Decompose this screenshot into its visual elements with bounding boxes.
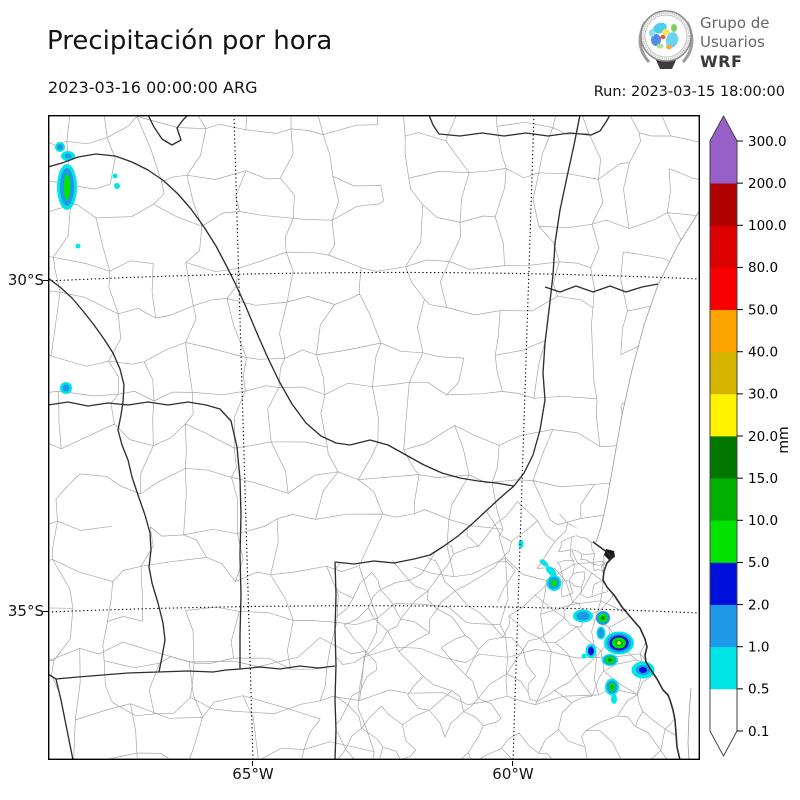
precip-cell bbox=[605, 678, 619, 696]
colorbar-segment bbox=[710, 520, 737, 563]
precip-cell bbox=[518, 540, 524, 548]
lon-label-60w: 60°W bbox=[492, 765, 534, 783]
logo-pedestal bbox=[656, 60, 676, 69]
colorbar-tick-label: 100.0 bbox=[748, 218, 787, 234]
logo-text-line1: Grupo de bbox=[700, 14, 770, 32]
precip-cell bbox=[611, 694, 617, 704]
colorbar-segment bbox=[710, 267, 737, 310]
precip-cell bbox=[61, 151, 75, 161]
lat-label-30s: 30°S bbox=[7, 271, 44, 289]
colorbar-segment bbox=[710, 351, 737, 395]
page-title: Precipitación por hora bbox=[47, 26, 333, 56]
precip-cell bbox=[602, 654, 618, 666]
precip-cell bbox=[114, 183, 120, 189]
colorbar-segment bbox=[710, 478, 737, 521]
uruguay-river-line bbox=[595, 209, 700, 543]
axis-tick-30s bbox=[43, 280, 48, 282]
precip-cell bbox=[604, 631, 634, 655]
colorbar-tick-label: 10.0 bbox=[748, 513, 778, 529]
lon-label-65w: 65°W bbox=[232, 765, 274, 783]
colorbar: 300.0 200.0 100.0 80.0 50.0 40.0 30.0 20.0 15.0 1… bbox=[700, 110, 800, 770]
precip-cell bbox=[55, 142, 65, 152]
province-borders bbox=[48, 115, 659, 760]
colorbar-tick-label: 20.0 bbox=[748, 429, 778, 445]
colorbar-tick-label: 200.0 bbox=[748, 176, 787, 192]
logo-ring-text bbox=[642, 12, 690, 60]
precip-cell bbox=[596, 626, 606, 640]
colorbar-arrow-bottom bbox=[710, 731, 737, 756]
map-border bbox=[48, 115, 700, 760]
valid-time-label: 2023-03-16 00:00:00 ARG bbox=[48, 78, 258, 97]
precip-cell bbox=[545, 566, 557, 576]
precip-cell bbox=[75, 243, 81, 249]
colorbar-tick-label: 300.0 bbox=[748, 134, 787, 150]
water-blank-region bbox=[596, 210, 700, 760]
colorbar-segment bbox=[710, 604, 737, 648]
colorbar-tick-label: 2.0 bbox=[748, 597, 769, 613]
colorbar-unit-label: mm bbox=[776, 426, 792, 453]
axis-tick-35s bbox=[43, 611, 48, 613]
colorbar-arrow-top bbox=[710, 116, 737, 141]
precip-cell bbox=[539, 559, 549, 567]
run-time-label: Run: 2023-03-15 18:00:00 bbox=[593, 84, 785, 100]
gridline-35s bbox=[48, 605, 700, 614]
colorbar-segment bbox=[710, 688, 737, 732]
logo-text-wrf: WRF bbox=[700, 52, 743, 71]
precip-cell bbox=[112, 173, 118, 179]
map-frame bbox=[48, 115, 700, 760]
colorbar-segment bbox=[710, 646, 737, 690]
colorbar-segment bbox=[710, 393, 737, 437]
precip-cell bbox=[60, 382, 72, 394]
colorbar-segment bbox=[710, 225, 737, 268]
axis-tick-65w bbox=[252, 761, 254, 766]
wrf-logo-emblem bbox=[638, 10, 694, 69]
colorbar-segment bbox=[710, 183, 737, 226]
precip-cell bbox=[585, 644, 597, 658]
colorbar-tick-label: 5.0 bbox=[748, 555, 769, 571]
precip-cell bbox=[596, 611, 610, 625]
colorbar-tick-label: 50.0 bbox=[748, 302, 778, 318]
colorbar-segment bbox=[710, 436, 737, 479]
wrf-logo-text: Grupo de Usuarios WRF bbox=[700, 14, 770, 71]
lat-label-35s: 35°S bbox=[7, 602, 44, 620]
colorbar-tick-label: 0.5 bbox=[748, 682, 769, 698]
precip-cell bbox=[573, 609, 593, 623]
atlantic-coastline bbox=[592, 541, 681, 760]
colorbar-segment bbox=[710, 141, 737, 184]
precip-cells bbox=[55, 142, 655, 704]
colorbar-segment bbox=[710, 562, 737, 605]
precip-cell bbox=[546, 575, 562, 591]
colorbar-canvas: 300.0 200.0 100.0 80.0 50.0 40.0 30.0 20.0 15.0 1… bbox=[709, 114, 792, 758]
map-canvas bbox=[48, 115, 700, 760]
graticule bbox=[48, 115, 700, 760]
colorbar-tick-label: 40.0 bbox=[748, 345, 778, 361]
gridline-30s bbox=[48, 271, 700, 282]
colorbar-tick-label: 1.0 bbox=[748, 640, 769, 656]
wrf-logo bbox=[636, 6, 796, 72]
colorbar-tick-label: 15.0 bbox=[748, 471, 778, 487]
cape-coast-line bbox=[687, 687, 692, 760]
colorbar-tick-label: 0.1 bbox=[748, 724, 769, 740]
colorbar-tick-label: 80.0 bbox=[748, 260, 778, 276]
precip-cell bbox=[57, 164, 77, 210]
precip-cell bbox=[581, 653, 587, 659]
axis-tick-60w bbox=[512, 761, 514, 766]
colorbar-tick-label: 30.0 bbox=[748, 387, 778, 403]
logo-text-line2: Usuarios bbox=[700, 33, 765, 51]
logo-precip-art bbox=[649, 22, 679, 50]
colorbar-segment bbox=[710, 309, 737, 353]
